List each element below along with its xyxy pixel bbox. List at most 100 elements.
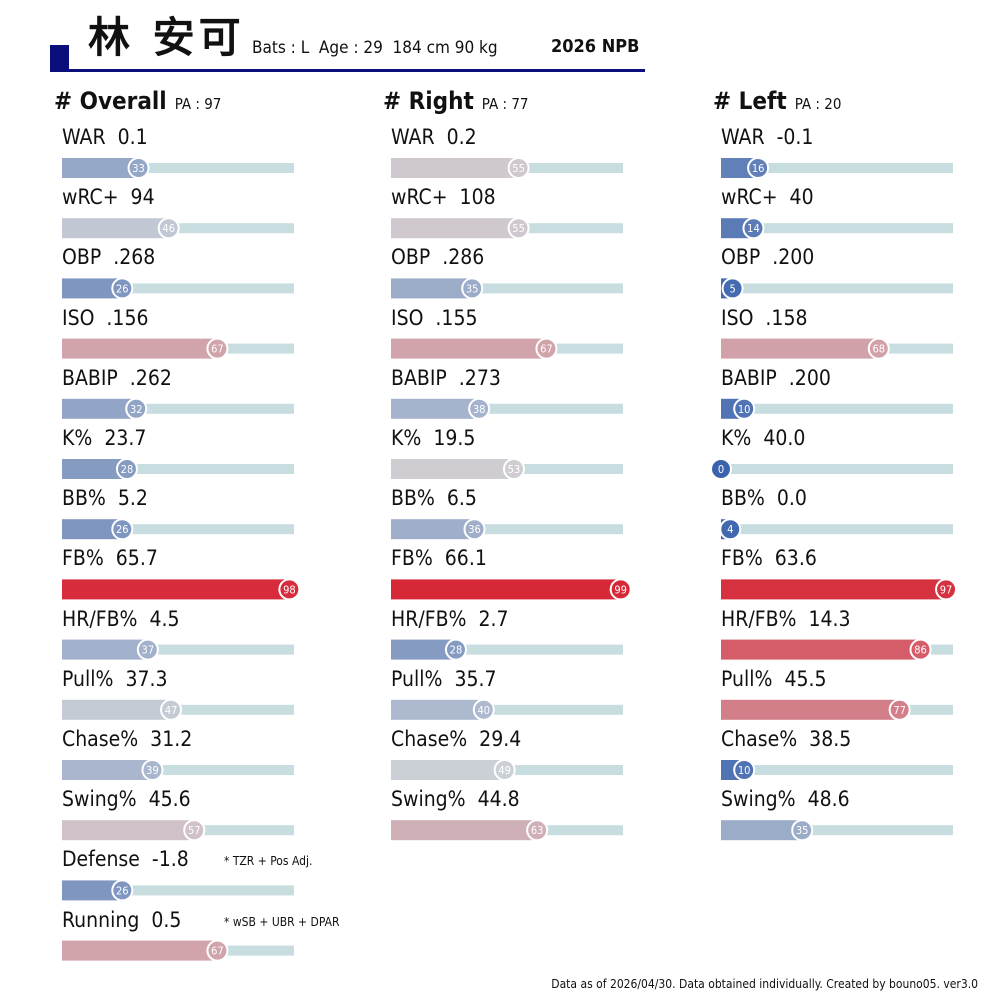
percentile-bar	[391, 338, 547, 359]
percentile-track	[721, 765, 953, 775]
metric-label: BABIP .273	[391, 365, 501, 390]
metric-label: HR/FB% 2.7	[391, 606, 509, 631]
percentile-value: 97	[940, 583, 953, 596]
metric-note: * TZR + Pos Adj.	[224, 854, 313, 869]
percentile-marker	[136, 638, 159, 661]
percentile-marker	[160, 698, 183, 721]
percentile-value: 35	[796, 824, 809, 837]
panel-title-text: # Overall	[54, 87, 167, 115]
panel-title-left: # Left PA : 20	[713, 86, 841, 119]
percentile-bar	[391, 760, 505, 780]
percentile-value: 26	[116, 282, 129, 295]
percentile-value: 86	[914, 644, 927, 657]
percentile-value: 36	[468, 523, 481, 536]
metric-label: HR/FB% 14.3	[721, 606, 851, 631]
metric-label: ISO .155	[391, 305, 478, 330]
percentile-marker	[888, 698, 911, 721]
percentile-bar	[62, 579, 290, 600]
metric-label: FB% 66.1	[391, 546, 487, 571]
percentile-value: 53	[508, 463, 521, 476]
metric-label: Chase% 29.4	[391, 727, 522, 751]
metric-label: Pull% 37.3	[62, 666, 168, 691]
percentile-track	[62, 403, 294, 414]
panel-pa: PA : 97	[174, 95, 222, 113]
percentile-bar	[721, 579, 947, 600]
metric-label: FB% 65.7	[62, 546, 158, 571]
season-label: 2026 NPB	[551, 36, 640, 57]
percentile-value: 49	[498, 764, 511, 777]
percentile-track	[391, 403, 623, 414]
metric-label: K% 23.7	[62, 426, 147, 450]
percentile-track	[721, 283, 953, 294]
panel-pa: PA : 20	[794, 95, 842, 113]
percentile-bar	[721, 338, 879, 359]
percentile-value: 67	[211, 343, 224, 356]
percentile-bar	[62, 398, 137, 419]
percentile-value: 57	[188, 824, 201, 837]
percentile-marker	[733, 397, 756, 420]
percentile-value: 40	[478, 704, 491, 717]
percentile-marker	[909, 638, 932, 661]
metric-label: Chase% 38.5	[721, 727, 852, 751]
percentile-value: 26	[116, 523, 129, 536]
percentile-bar	[391, 519, 475, 540]
percentile-bar	[391, 278, 473, 299]
percentile-value: 46	[162, 222, 175, 235]
percentile-marker	[125, 397, 148, 420]
percentile-track	[62, 163, 294, 173]
percentile-bar	[721, 639, 921, 660]
percentile-bar	[62, 699, 172, 720]
percentile-marker	[791, 819, 814, 842]
metric-label: K% 19.5	[391, 426, 476, 450]
percentile-value: 55	[512, 222, 525, 235]
header-divider	[50, 69, 645, 72]
metric-label: BABIP .262	[62, 365, 172, 390]
metric-label: Pull% 45.5	[721, 666, 827, 691]
percentile-bar	[391, 579, 621, 600]
percentile-marker	[733, 759, 756, 781]
percentile-value: 4	[727, 523, 733, 536]
percentile-track	[721, 524, 953, 535]
percentile-marker	[721, 277, 744, 300]
percentile-value: 99	[614, 583, 627, 596]
percentile-marker	[463, 518, 486, 541]
percentile-value: 10	[738, 764, 751, 777]
percentile-value: 0	[718, 463, 724, 476]
percentile-value: 47	[165, 704, 178, 717]
percentile-value: 14	[747, 222, 760, 235]
percentile-bar	[62, 940, 218, 961]
percentile-bar	[391, 639, 456, 660]
percentile-value: 63	[531, 824, 544, 837]
percentile-value: 67	[540, 343, 553, 356]
percentile-bar	[62, 278, 123, 299]
percentile-marker	[111, 277, 134, 300]
player-meta: Bats : L Age : 29 184 cm 90 kg	[252, 38, 498, 58]
percentile-marker	[141, 759, 164, 781]
percentile-value: 77	[893, 704, 906, 717]
percentile-track	[62, 644, 294, 655]
percentile-marker	[115, 458, 138, 480]
metric-label: BB% 6.5	[391, 486, 477, 511]
percentile-track	[62, 885, 294, 896]
percentile-marker	[710, 458, 732, 480]
metric-note: * wSB + UBR + DPAR	[224, 914, 340, 929]
percentile-bar	[62, 218, 169, 239]
metric-label: Swing% 48.6	[721, 787, 850, 812]
panel-pa: PA : 77	[481, 95, 529, 113]
percentile-value: 10	[738, 403, 751, 416]
percentile-marker	[747, 157, 770, 179]
percentile-value: 28	[121, 463, 134, 476]
metric-label: ISO .158	[721, 305, 808, 330]
percentile-track	[721, 223, 953, 234]
percentile-track	[721, 163, 953, 173]
percentile-bar	[391, 699, 484, 720]
percentile-track	[62, 283, 294, 294]
metric-label: WAR 0.2	[391, 125, 477, 149]
percentile-bar	[62, 760, 153, 780]
percentile-marker	[935, 578, 958, 601]
percentile-marker	[507, 217, 530, 240]
percentile-bar	[391, 218, 519, 239]
metric-label: BB% 5.2	[62, 486, 148, 511]
footer-note: Data as of 2026/04/30. Data obtained ind…	[551, 977, 978, 991]
percentile-bar	[62, 459, 127, 479]
